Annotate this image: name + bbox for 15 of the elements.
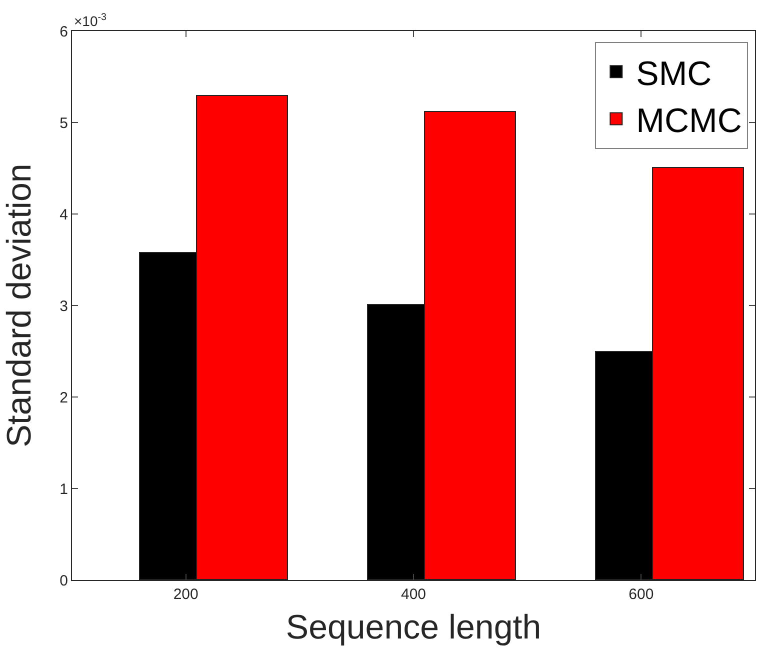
x-tick-label: 600 [628,586,654,603]
y-tick-label: 2 [60,389,68,406]
y-tick-label: 1 [60,480,68,498]
legend-label: MCMC [636,102,742,140]
y-tick-label: 0 [60,572,68,590]
text: ×10$^{-3}$ [74,12,108,29]
legend-label: SMC [636,54,712,93]
x-tick-label: 400 [400,586,426,603]
y-tick-label: 5 [60,114,68,132]
x-tick-label: 200 [173,586,198,603]
x-axis-title: Sequence length [286,608,542,646]
y-tick-label: 3 [60,298,68,315]
y-axis-title: Standard deviation [0,164,38,448]
y-tick-label: 4 [60,206,68,224]
y-tick-label: 6 [60,23,68,40]
